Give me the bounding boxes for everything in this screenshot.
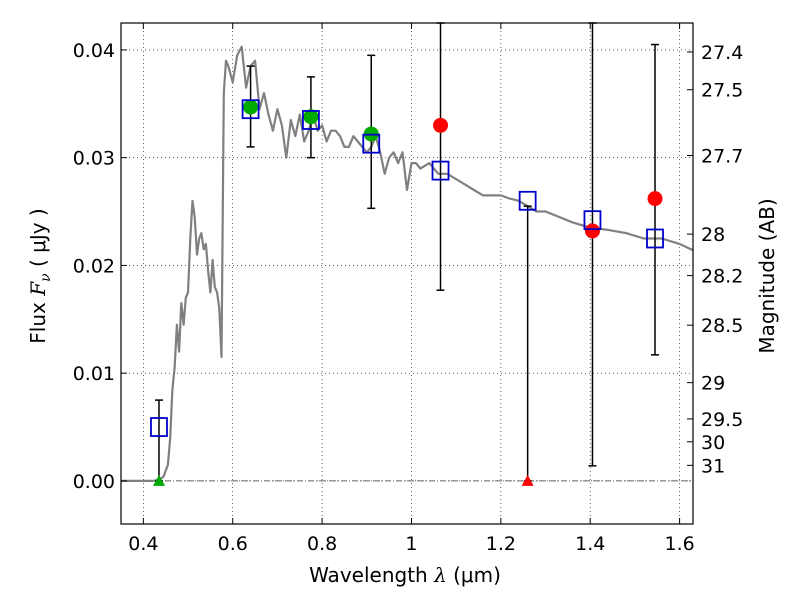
y-tick-label: 0.02 — [73, 255, 115, 277]
y-tick-label: 0.03 — [73, 148, 115, 170]
y-tick-label: 0.01 — [73, 363, 115, 385]
x-tick-label: 0.4 — [128, 533, 158, 555]
x-tick-label: 0.8 — [307, 533, 337, 555]
grid — [121, 23, 693, 524]
y-tick-label: 0.00 — [73, 471, 115, 493]
detection-point — [303, 109, 319, 125]
x-tick-label: 1.4 — [575, 533, 605, 555]
plot-frame — [120, 22, 694, 525]
nondetection-point — [584, 223, 600, 239]
y2-tick-label: 27.4 — [701, 42, 743, 64]
upper-limit-triangle — [152, 474, 165, 486]
upper-limit-triangle — [521, 474, 534, 486]
model-sed-line — [121, 45, 694, 482]
y2-tick-label: 27.5 — [701, 80, 743, 102]
y2-tick-label: 28 — [701, 224, 725, 246]
y2-tick-label: 30 — [701, 432, 725, 454]
y2-tick-label: 29.5 — [701, 409, 743, 431]
x-axis-label: Wavelength λ (μm) — [309, 563, 501, 587]
y2-tick-label: 27.7 — [701, 146, 743, 168]
x-tick-label: 1 — [405, 533, 417, 555]
model-photometry-square — [583, 210, 602, 231]
markers-layer — [150, 99, 664, 486]
model-photometry-square — [362, 133, 381, 154]
model-photometry-square — [518, 190, 537, 211]
model-photometry-square — [431, 160, 450, 181]
model-sed-layer — [121, 45, 694, 482]
y2-tick-label: 29 — [701, 373, 725, 395]
y2-tick-label: 28.5 — [701, 315, 743, 337]
nondetection-point — [433, 117, 449, 133]
y-axis-label: Flux Fν ( μJy ) — [26, 208, 54, 343]
x-tick-label: 0.6 — [218, 533, 248, 555]
model-photometry-square — [646, 228, 664, 249]
detection-point — [243, 99, 259, 115]
error-bars-layer — [154, 22, 660, 482]
y2-tick-label: 31 — [701, 455, 725, 477]
y2-axis-label: Magnitude (AB) — [755, 198, 779, 353]
x-tick-label: 1.2 — [486, 533, 516, 555]
ticks-layer: 0.4 0.6 0.8 1 1.2 1.4 1.6 0.00 0.01 0.02 0.03 0.04 2… — [73, 23, 743, 555]
x-tick-label: 1.6 — [664, 533, 694, 555]
model-photometry-square — [241, 99, 260, 120]
nondetection-point — [647, 191, 663, 207]
model-photometry-square — [150, 417, 168, 437]
y2-tick-label: 28.2 — [701, 266, 743, 288]
model-photometry-square — [302, 110, 320, 130]
y-tick-label: 0.04 — [73, 40, 115, 62]
